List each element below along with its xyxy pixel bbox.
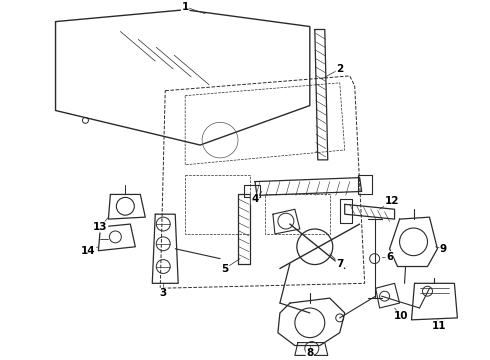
Text: 9: 9 (440, 244, 447, 254)
Text: 5: 5 (221, 264, 229, 274)
Text: 11: 11 (432, 321, 447, 331)
Text: 1: 1 (182, 2, 189, 12)
Text: 12: 12 (384, 196, 399, 206)
Text: 14: 14 (81, 246, 96, 256)
Text: 4: 4 (251, 194, 259, 204)
Text: 13: 13 (93, 222, 108, 232)
Text: 8: 8 (306, 348, 314, 359)
Text: 7: 7 (336, 258, 343, 269)
Text: 10: 10 (394, 311, 409, 321)
Text: 3: 3 (160, 288, 167, 298)
Text: 6: 6 (386, 252, 393, 262)
Text: 2: 2 (336, 64, 343, 74)
